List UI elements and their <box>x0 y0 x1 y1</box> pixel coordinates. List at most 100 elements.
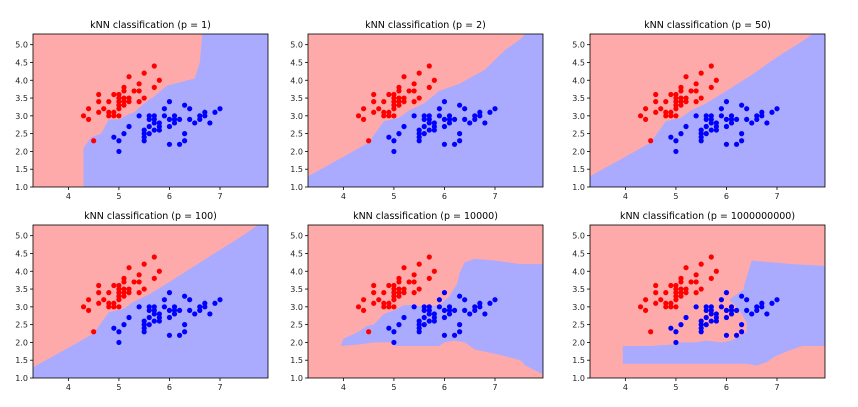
x-tick-label: 6 <box>167 192 172 201</box>
class1-point-44 <box>774 106 780 112</box>
class0-point-13 <box>386 91 392 98</box>
class0-point-12 <box>111 109 117 115</box>
class0-point-9 <box>381 290 387 296</box>
class0-point-10 <box>381 300 387 306</box>
class0-point-12 <box>386 300 392 306</box>
class1-point-5 <box>693 113 699 119</box>
class1-point-42 <box>482 120 488 126</box>
class0-point-15 <box>673 99 679 105</box>
class1-point-26 <box>723 99 730 105</box>
class1-point-41 <box>477 304 483 310</box>
class1-point-12 <box>421 322 427 328</box>
class0-point-18 <box>116 286 122 292</box>
y-tick-label: 4.0 <box>290 267 303 276</box>
y-tick-label: 4.5 <box>290 249 303 258</box>
x-tick-label: 5 <box>391 383 396 392</box>
y-tick-label: 3.5 <box>290 94 303 103</box>
class0-point-36 <box>156 268 162 274</box>
class1-point-32 <box>457 293 463 299</box>
class1-point-18 <box>156 314 162 321</box>
y-tick-label: 1.5 <box>290 356 303 365</box>
class0-point-29 <box>411 81 417 87</box>
class0-point-24 <box>396 290 402 296</box>
class0-point-23 <box>678 275 684 281</box>
class0-point-5 <box>96 290 102 296</box>
class1-point-43 <box>487 109 493 115</box>
class1-point-25 <box>441 123 448 130</box>
class0-point-23 <box>121 275 127 281</box>
class0-point-34 <box>708 63 714 69</box>
x-tick-label: 6 <box>442 192 447 201</box>
class1-point-24 <box>166 116 173 122</box>
x-tick-label: 6 <box>442 383 447 392</box>
class0-point-12 <box>668 300 674 306</box>
x-tick-label: 5 <box>673 383 678 392</box>
class1-point-17 <box>708 116 714 122</box>
class1-point-40 <box>477 300 483 306</box>
class0-point-17 <box>391 102 397 108</box>
class1-point-28 <box>728 311 735 317</box>
class0-point-8 <box>106 113 112 119</box>
class1-point-39 <box>472 304 478 310</box>
class1-point-12 <box>703 322 709 328</box>
class0-point-22 <box>121 293 127 299</box>
class1-point-16 <box>426 113 432 119</box>
class1-point-35 <box>187 297 193 303</box>
class1-point-8 <box>416 131 422 137</box>
class1-point-1 <box>391 339 397 346</box>
class0-point-25 <box>683 286 689 292</box>
class1-point-26 <box>723 290 730 296</box>
x-tick-label: 7 <box>492 192 497 201</box>
class1-point-11 <box>703 113 709 119</box>
decision-region <box>340 258 543 375</box>
axes-frame <box>307 33 544 188</box>
class0-point-30 <box>693 88 699 94</box>
class1-point-6 <box>141 329 147 335</box>
class0-point-9 <box>381 99 387 105</box>
class0-point-11 <box>111 304 117 310</box>
y-tick-label: 5.0 <box>15 41 28 50</box>
class0-point-36 <box>431 268 437 274</box>
class1-point-38 <box>197 116 203 122</box>
class1-point-10 <box>146 116 152 122</box>
y-tick-label: 3.5 <box>15 94 28 103</box>
class1-point-39 <box>472 113 478 119</box>
x-tick-label: 4 <box>623 383 628 392</box>
class0-point-0 <box>637 113 644 119</box>
class1-point-13 <box>421 123 427 130</box>
class0-point-15 <box>116 290 122 296</box>
class0-point-1 <box>85 116 92 122</box>
axes-frame <box>307 224 544 379</box>
class1-point-24 <box>723 116 730 122</box>
y-tick-label: 2.0 <box>572 338 585 347</box>
class0-point-22 <box>396 293 402 299</box>
class1-point-23 <box>723 141 730 147</box>
y-tick-label: 2.5 <box>15 130 28 139</box>
class0-point-8 <box>381 113 387 119</box>
y-tick-label: 5.0 <box>572 41 585 50</box>
subplot-5: 4 5 6 7 1.0 1.5 2.0 2.5 3.0 3.5 4.0 4.5 5.0 kNN class… <box>290 211 544 392</box>
class0-point-26 <box>683 99 689 105</box>
class0-point-25 <box>401 286 407 292</box>
class1-point-33 <box>182 131 188 137</box>
class0-point-36 <box>713 268 719 274</box>
x-tick-label: 5 <box>391 192 396 201</box>
class0-point-1 <box>360 307 367 313</box>
class0-point-21 <box>678 279 684 285</box>
class0-point-20 <box>396 95 402 101</box>
y-tick-label: 5.0 <box>290 232 303 241</box>
y-tick-label: 2.0 <box>15 338 28 347</box>
class0-point-30 <box>411 88 417 94</box>
class1-point-37 <box>192 120 198 126</box>
class1-point-32 <box>739 293 745 299</box>
class1-point-31 <box>733 116 740 122</box>
class1-point-42 <box>482 311 488 317</box>
class1-point-35 <box>462 297 468 303</box>
x-tick-label: 7 <box>492 383 497 392</box>
class1-point-20 <box>156 311 162 317</box>
x-tick-label: 7 <box>217 192 222 201</box>
class0-point-5 <box>653 290 659 296</box>
class1-point-0 <box>668 325 674 331</box>
class0-point-28 <box>131 279 137 285</box>
x-tick-label: 4 <box>341 383 346 392</box>
